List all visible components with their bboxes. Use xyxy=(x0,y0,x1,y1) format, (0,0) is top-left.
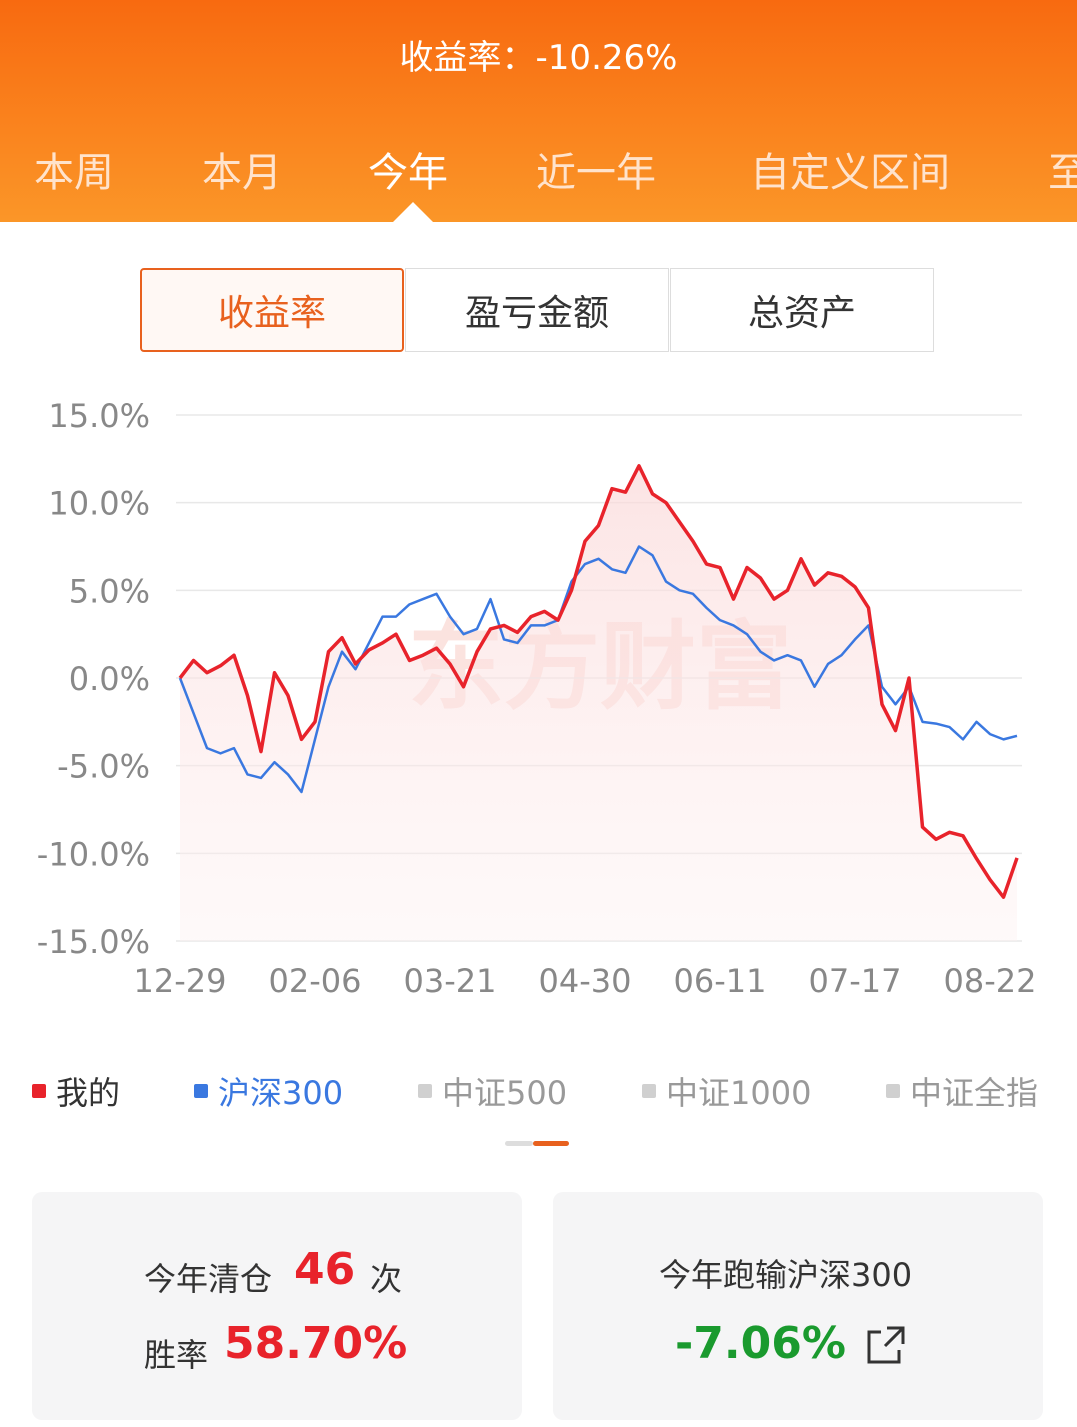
legend-item[interactable]: 沪深300 xyxy=(194,1068,343,1114)
stat-card: 今年清仓 46 次 胜率 58.70% xyxy=(32,1192,522,1420)
x-tick-label: 02-06 xyxy=(269,962,362,1000)
y-tick-label: -5.0% xyxy=(57,748,150,786)
line xyxy=(178,464,1019,899)
legend-item[interactable]: 我的 xyxy=(32,1068,120,1114)
stat-label: 今年清仓 xyxy=(144,1260,273,1298)
y-tick-label: -10.0% xyxy=(37,835,150,873)
legend-label: 沪深300 xyxy=(218,1074,344,1112)
legend-item[interactable]: 中证全指 xyxy=(886,1068,1040,1114)
x-tick-label: 03-21 xyxy=(404,962,497,1000)
legend-label: 中证500 xyxy=(442,1074,568,1112)
y-tick-label: 15.0% xyxy=(48,397,150,435)
legend-label: 中证1000 xyxy=(666,1074,812,1112)
x-tick-label: 07-17 xyxy=(809,962,902,1000)
header: 收益率：-10.26% 本周 本月 今年 近一年 自定义区间 至 xyxy=(0,0,1077,222)
x-tick-label: 04-30 xyxy=(539,962,632,1000)
stat-label: 今年跑输沪深300 xyxy=(659,1256,913,1294)
legend-label: 我的 xyxy=(56,1074,121,1112)
tab[interactable]: 今年 xyxy=(368,150,448,196)
stat-value: 58.70% xyxy=(224,1318,408,1369)
x-tick-label: 08-22 xyxy=(944,962,1037,1000)
segment[interactable]: 盈亏金额 xyxy=(405,268,669,352)
tab[interactable]: 至 xyxy=(1048,150,1077,196)
legend-swatch xyxy=(194,1084,208,1098)
scroll-thumb xyxy=(533,1141,569,1146)
scroll-track xyxy=(505,1141,533,1146)
legend-swatch xyxy=(886,1084,900,1098)
tab[interactable]: 本周 xyxy=(34,150,114,196)
tab[interactable]: 自定义区间 xyxy=(750,150,950,196)
area xyxy=(180,465,1017,941)
tab-pointer xyxy=(393,202,433,222)
legend-item[interactable]: 中证1000 xyxy=(642,1068,811,1114)
legend-swatch xyxy=(418,1084,432,1098)
segment[interactable]: 总资产 xyxy=(670,268,934,352)
stat-label: 胜率 xyxy=(144,1336,209,1374)
stat-value: -7.06% xyxy=(675,1318,846,1369)
segment[interactable]: 收益率 xyxy=(140,268,404,352)
legend-item[interactable]: 中证500 xyxy=(418,1068,567,1114)
stat-unit: 次 xyxy=(370,1260,403,1298)
legend-swatch xyxy=(32,1084,46,1098)
legend-swatch xyxy=(642,1084,656,1098)
tab[interactable]: 本月 xyxy=(202,150,282,196)
x-tick-label: 12-29 xyxy=(134,962,227,1000)
chart: 东方财富 15.0%10.0%5.0%0.0%-5.0%-10.0%-15.0%… xyxy=(37,397,1037,1000)
y-tick-label: 0.0% xyxy=(69,660,150,698)
y-tick-label: -15.0% xyxy=(37,923,150,961)
y-tick-label: 10.0% xyxy=(48,485,150,523)
y-tick-label: 5.0% xyxy=(69,572,150,610)
stat-card: 今年跑输沪深300 -7.06% xyxy=(553,1192,1043,1420)
tab[interactable]: 近一年 xyxy=(536,150,656,196)
x-tick-label: 06-11 xyxy=(674,962,767,1000)
legend-label: 中证全指 xyxy=(910,1074,1039,1112)
share-icon[interactable] xyxy=(863,1324,907,1368)
stat-value: 46 xyxy=(294,1244,356,1295)
header-title: 收益率：-10.26% xyxy=(399,38,678,78)
